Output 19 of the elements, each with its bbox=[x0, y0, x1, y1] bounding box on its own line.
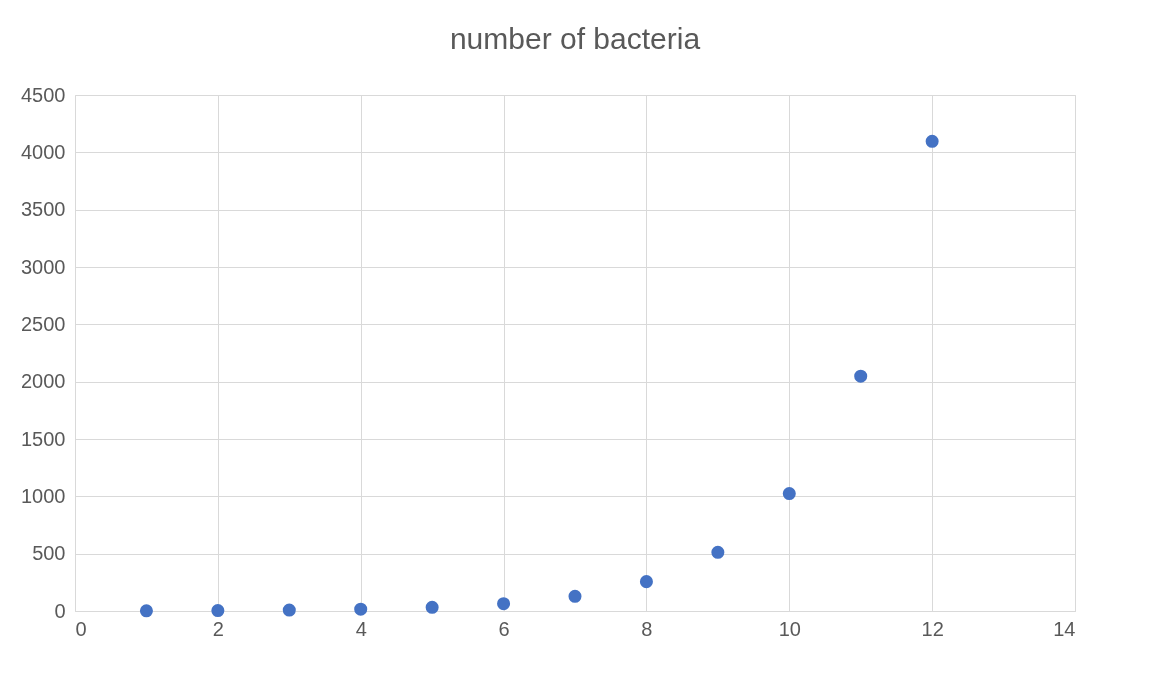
chart-title: number of bacteria bbox=[449, 22, 701, 55]
y-tick-label: 0 bbox=[54, 599, 66, 622]
y-tick-label: 4500 bbox=[21, 83, 66, 106]
x-tick-label: 2 bbox=[212, 617, 224, 640]
y-tick-label: 3500 bbox=[21, 198, 66, 221]
y-tick-label: 1500 bbox=[21, 427, 66, 450]
y-tick-label: 4000 bbox=[21, 140, 66, 163]
x-tick-label: 0 bbox=[75, 617, 87, 640]
y-tick-label: 2000 bbox=[21, 370, 66, 393]
y-tick-label: 500 bbox=[32, 542, 66, 565]
x-tick-label: 8 bbox=[641, 617, 653, 640]
y-tick-label: 1000 bbox=[21, 484, 66, 507]
x-tick-label: 10 bbox=[778, 617, 801, 640]
y-tick-label: 3000 bbox=[21, 255, 66, 278]
x-tick-label: 6 bbox=[498, 617, 510, 640]
x-tick-label: 14 bbox=[1053, 617, 1076, 640]
x-tick-label: 12 bbox=[921, 617, 944, 640]
x-tick-label: 4 bbox=[355, 617, 367, 640]
y-tick-label: 2500 bbox=[21, 312, 66, 335]
